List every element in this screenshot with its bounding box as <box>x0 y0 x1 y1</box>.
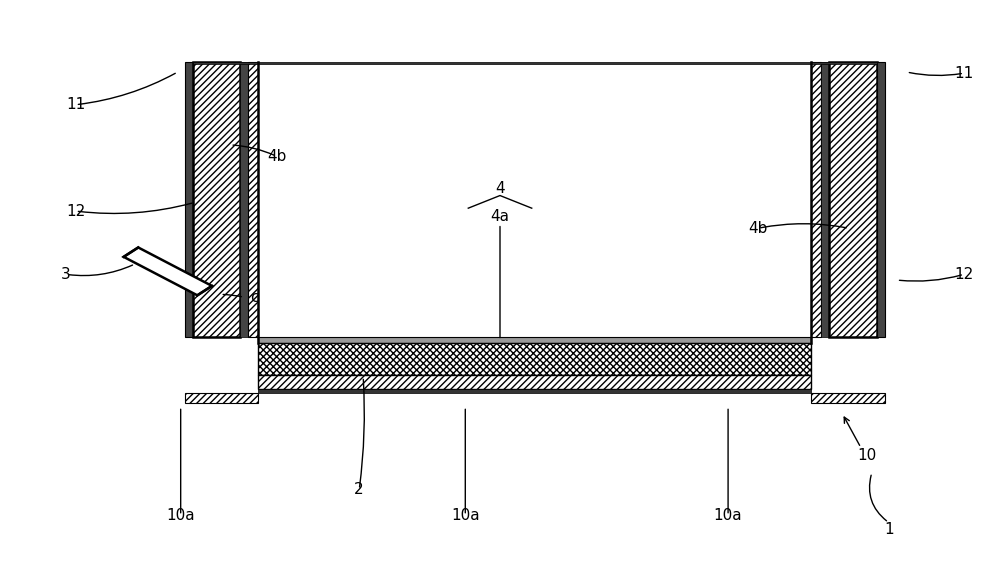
Bar <box>185 392 258 403</box>
Text: 12: 12 <box>66 203 85 219</box>
Bar <box>258 343 811 375</box>
Bar <box>811 62 821 338</box>
Text: 11: 11 <box>66 97 85 113</box>
Bar <box>193 62 240 338</box>
Text: 3: 3 <box>61 267 71 282</box>
Bar <box>193 62 877 64</box>
Bar <box>258 338 811 343</box>
Text: 1: 1 <box>884 522 894 538</box>
Bar <box>248 62 258 338</box>
Text: 10a: 10a <box>166 508 195 523</box>
Text: 4b: 4b <box>267 149 287 164</box>
Bar <box>821 62 829 338</box>
Text: c: c <box>250 290 258 305</box>
Text: 10: 10 <box>857 448 877 463</box>
Text: 2: 2 <box>354 482 364 497</box>
Bar <box>829 62 877 338</box>
Bar <box>877 62 885 338</box>
Bar <box>258 62 811 343</box>
Text: 4b: 4b <box>748 221 768 236</box>
Text: 4: 4 <box>495 181 505 195</box>
Text: 10a: 10a <box>451 508 480 523</box>
Polygon shape <box>124 247 212 296</box>
Text: 10a: 10a <box>714 508 742 523</box>
Bar <box>258 389 811 392</box>
Bar <box>240 62 248 338</box>
Bar <box>185 62 193 338</box>
Bar <box>811 392 885 403</box>
Text: 11: 11 <box>954 66 974 80</box>
Bar <box>258 375 811 389</box>
Text: 4a: 4a <box>491 209 510 224</box>
Text: 12: 12 <box>954 267 974 282</box>
